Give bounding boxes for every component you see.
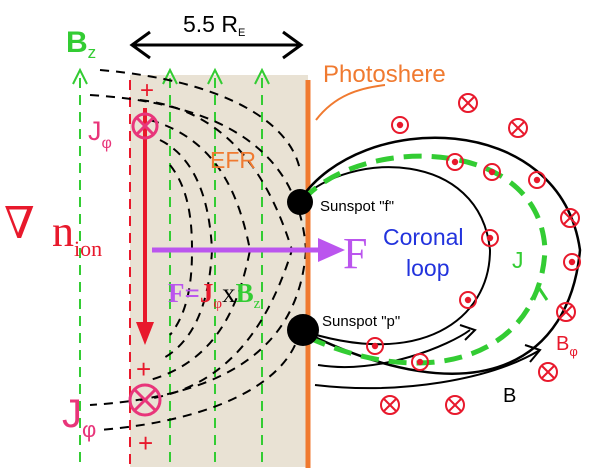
n-ion-label: nion bbox=[52, 207, 102, 261]
sunspot-f-marker bbox=[287, 189, 313, 215]
b-loop-outer bbox=[314, 349, 541, 390]
b-arrow-outer bbox=[524, 344, 542, 363]
loop-current-arrow bbox=[529, 285, 549, 301]
sunspot-f-label: Sunspot "f" bbox=[320, 198, 394, 215]
force-label: F bbox=[343, 229, 367, 278]
plus-bottom: + bbox=[138, 428, 153, 458]
current-arrowhead bbox=[136, 322, 154, 345]
scale-arrow-right bbox=[282, 30, 304, 60]
scale-label: 5.5 RE bbox=[183, 11, 245, 39]
scale-arrow-left bbox=[129, 30, 151, 60]
coronal-loop-line2: loop bbox=[406, 255, 449, 281]
loop-current bbox=[301, 153, 548, 366]
b-loop-inner bbox=[317, 329, 471, 368]
plus-middle: + bbox=[136, 354, 151, 384]
force-arrowhead bbox=[318, 238, 345, 262]
gradient-symbol: ∇ bbox=[4, 199, 35, 248]
plus-top: + bbox=[140, 77, 154, 104]
outer-loop bbox=[298, 136, 582, 375]
coronal-loop-line1: Coronal bbox=[383, 224, 464, 250]
loop-current-label: J bbox=[512, 247, 524, 273]
bz-label: Bz bbox=[66, 26, 96, 62]
photosphere-label: Photoshere bbox=[323, 61, 446, 88]
j-phi-bottom-label: Jφ bbox=[62, 392, 96, 442]
b-field-label: B bbox=[503, 385, 516, 407]
efr-label: EFR bbox=[210, 147, 256, 173]
b-arrow-inner bbox=[459, 324, 477, 341]
force-formula: F=JφxBz bbox=[168, 278, 261, 312]
b-phi-label: Bφ bbox=[556, 333, 578, 359]
inner-loop bbox=[299, 166, 492, 346]
j-phi-top-label: Jφ bbox=[88, 116, 112, 152]
b-phi-symbols bbox=[366, 93, 581, 415]
bz-field-lines bbox=[79, 78, 263, 468]
sunspot-p-marker bbox=[287, 314, 319, 346]
sunspot-p-label: Sunspot "p" bbox=[322, 313, 400, 330]
j-phi-symbols bbox=[128, 112, 162, 417]
photosphere-pointer bbox=[315, 84, 386, 121]
